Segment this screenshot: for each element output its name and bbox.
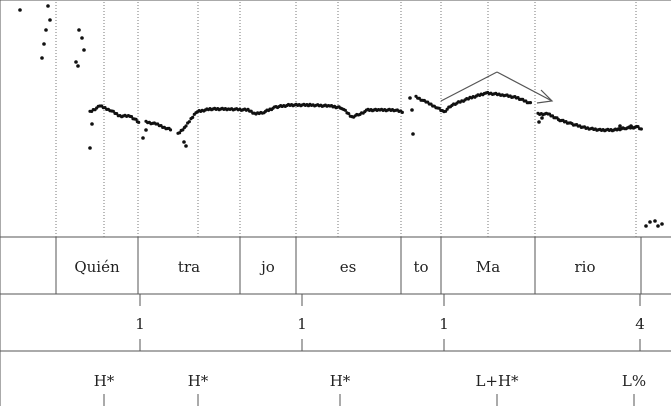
pitch-point [644,224,648,228]
segment-boundaries [55,2,637,237]
pitch-point [141,136,145,140]
pitch-point [82,48,86,52]
tone-label: H* [188,372,209,390]
pitch-point [653,219,657,223]
syllable-label: Ma [476,258,500,276]
pitch-point [77,28,81,32]
pitch-point [48,18,52,22]
break-index-tier [139,294,641,351]
pitch-point [660,222,664,226]
pitch-point [168,128,173,132]
pitch-point [181,128,185,132]
syllable-label: es [340,258,357,276]
pitch-point [347,112,351,116]
pitch-point [187,120,191,124]
pitch-point [88,146,92,150]
pitch-point [184,144,188,148]
pitch-point [400,110,404,114]
break-index-label: 1 [135,315,145,333]
pitch-point [90,122,94,126]
pitch-point [629,124,633,128]
pitch-point [411,132,415,136]
pitch-point [42,42,46,46]
pitch-point [618,124,622,128]
syllable-label: to [413,258,428,276]
pitch-point [184,124,188,128]
tone-label: H* [330,372,351,390]
pitch-point [76,64,80,68]
break-index-label: 4 [635,315,645,333]
pitch-point [656,224,660,228]
pitch-point [639,127,643,131]
pitch-point [410,108,414,112]
pitch-point [537,120,541,124]
tone-tier [103,394,635,406]
pitch-point [343,108,347,112]
pitch-track [18,4,664,228]
pitch-point [178,131,182,135]
pitch-point [74,60,78,64]
rise-arrow [440,71,554,104]
pitch-point [182,140,186,144]
pitch-point [18,8,22,12]
syllable-label: tra [178,258,200,276]
pitch-point [134,117,138,121]
pitch-point [144,128,148,132]
break-index-label: 1 [439,315,449,333]
syllable-label: jo [259,258,275,276]
tone-label: L+H* [475,372,519,390]
pitch-point [137,120,141,124]
syllable-label: rio [575,258,596,276]
tone-label: L% [622,372,646,390]
pitch-point [191,115,195,119]
pitch-point [408,96,412,100]
syllable-tier [55,237,642,294]
pitch-point [40,56,44,60]
pitch-point [648,220,652,224]
pitch-point [46,4,50,8]
pitch-point [80,36,84,40]
pitch-point [528,101,533,105]
pitch-point [540,116,544,120]
tone-label: H* [94,372,115,390]
syllable-label: Quién [74,258,120,276]
break-index-label: 1 [297,315,307,333]
pitch-point [44,28,48,32]
